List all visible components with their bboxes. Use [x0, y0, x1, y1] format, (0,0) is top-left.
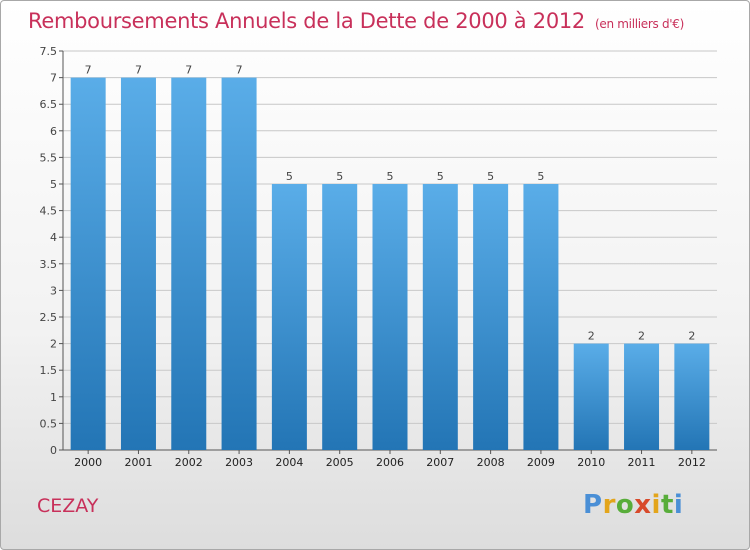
y-tick-label: 4 — [50, 231, 57, 244]
x-tick-label: 2003 — [225, 456, 253, 469]
bar-data-label: 5 — [487, 170, 494, 183]
bar-data-label: 5 — [286, 170, 293, 183]
bar-data-label: 2 — [588, 330, 595, 343]
bar — [473, 184, 509, 450]
x-tick-label: 2009 — [527, 456, 555, 469]
bar — [171, 77, 207, 450]
x-tick-label: 2002 — [175, 456, 203, 469]
bar-data-label: 5 — [537, 170, 544, 183]
y-tick-label: 5 — [50, 178, 57, 191]
chart-title: Remboursements Annuels de la Dette de 20… — [28, 9, 684, 33]
x-tick-label: 2004 — [275, 456, 303, 469]
y-tick-label: 0.5 — [40, 417, 58, 430]
bar — [120, 77, 156, 450]
x-tick-label: 2007 — [426, 456, 454, 469]
chart-unit-label: (en milliers d'€) — [595, 17, 685, 31]
y-tick-label: 7 — [50, 72, 57, 85]
y-tick-label: 1.5 — [40, 364, 58, 377]
x-tick-label: 2012 — [678, 456, 706, 469]
x-tick-label: 2000 — [74, 456, 102, 469]
bar-data-label: 2 — [638, 330, 645, 343]
bar — [372, 184, 408, 450]
bar — [271, 184, 307, 450]
x-tick-label: 2005 — [326, 456, 354, 469]
y-tick-label: 0 — [50, 444, 57, 457]
bar — [322, 184, 358, 450]
bar — [221, 77, 257, 450]
bar-data-label: 7 — [85, 64, 92, 77]
chart-title-text: Remboursements Annuels de la Dette de 20… — [28, 9, 585, 33]
y-tick-label: 6.5 — [40, 98, 58, 111]
bar-data-label: 5 — [336, 170, 343, 183]
bar — [422, 184, 458, 450]
bar-data-label: 5 — [437, 170, 444, 183]
x-tick-label: 2010 — [577, 456, 605, 469]
bar-data-label: 7 — [185, 64, 192, 77]
bar — [523, 184, 559, 450]
y-tick-label: 1 — [50, 391, 57, 404]
y-tick-label: 4.5 — [40, 205, 58, 218]
y-tick-label: 3.5 — [40, 258, 58, 271]
bar-data-label: 7 — [236, 64, 243, 77]
x-tick-label: 2006 — [376, 456, 404, 469]
city-name: CEZAY — [37, 495, 99, 517]
y-tick-label: 3 — [50, 284, 57, 297]
y-tick-label: 2.5 — [40, 311, 58, 324]
bar — [624, 343, 660, 450]
bar — [70, 77, 106, 450]
y-tick-label: 2 — [50, 338, 57, 351]
bar — [573, 343, 609, 450]
y-tick-label: 7.5 — [40, 45, 58, 58]
y-tick-label: 5.5 — [40, 151, 58, 164]
proxiti-logo: Proxiti — [583, 490, 684, 520]
bar — [674, 343, 710, 450]
x-tick-label: 2008 — [477, 456, 505, 469]
bar-data-label: 5 — [387, 170, 394, 183]
x-tick-label: 2011 — [628, 456, 656, 469]
x-tick-label: 2001 — [124, 456, 152, 469]
y-tick-label: 6 — [50, 125, 57, 138]
bar-data-label: 2 — [688, 330, 695, 343]
bar-data-label: 7 — [135, 64, 142, 77]
